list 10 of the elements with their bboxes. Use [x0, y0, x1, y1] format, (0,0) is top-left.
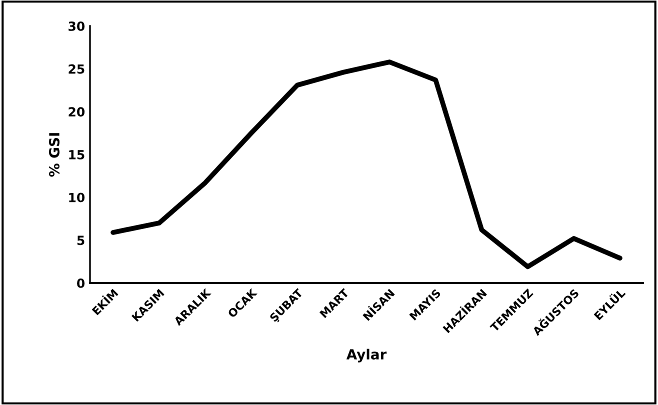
line-series [110, 60, 622, 270]
y-tick-label: 15 [69, 150, 84, 160]
y-tick-label: 5 [77, 236, 84, 246]
y-tick-label: 30 [68, 21, 85, 31]
y-axis-title: % GSI [48, 133, 60, 177]
y-tick-label: 25 [68, 64, 84, 74]
x-axis-title: Aylar [346, 348, 387, 362]
y-tick-label: 0 [77, 278, 85, 288]
y-tick-label: 20 [68, 107, 85, 117]
y-tick-label: 10 [69, 192, 85, 202]
